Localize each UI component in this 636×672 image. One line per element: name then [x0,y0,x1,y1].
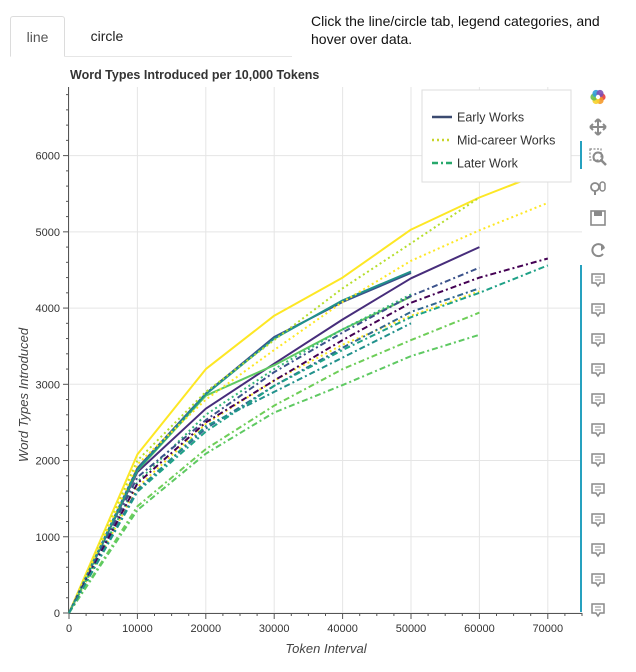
y-tick-label: 4000 [36,303,60,315]
y-tick-label: 0 [54,608,60,620]
tab-circle[interactable]: circle [90,28,124,44]
hover-icon[interactable] [591,393,605,408]
toolbar-divider [580,265,582,612]
legend-box [421,89,572,183]
chart: 0 10000 20000 30000 40000 50000 60000 70000 0 100… [16,68,607,656]
tab-line[interactable]: line [10,16,65,57]
x-tick-label: 10000 [122,623,153,635]
hover-icon[interactable] [591,483,605,498]
legend: Early Works Mid-career Works Later Work [421,89,572,183]
series-line-13[interactable] [68,264,549,614]
legend-item-label[interactable]: Mid-career Works [457,134,555,148]
x-tick-label: 20000 [191,623,222,635]
series-group[interactable] [68,169,549,614]
legend-item-label[interactable]: Later Work [457,157,519,171]
reset-icon[interactable] [591,243,605,258]
instructions-text: Click the line/circle tab, legend catego… [311,13,600,47]
y-tick-label: 5000 [36,227,60,239]
x-tick-label: 60000 [464,623,495,635]
y-tick-label: 1000 [36,532,60,544]
series-line-11[interactable] [68,257,549,614]
hover-icon[interactable] [591,543,605,558]
hover-icon[interactable] [591,273,605,288]
series-line-4[interactable] [68,295,412,614]
hover-icon[interactable] [591,603,605,618]
series-line-10[interactable] [68,266,480,614]
chart-title: Word Types Introduced per 10,000 Tokens [70,68,319,82]
toolbar [589,89,607,618]
wheel-zoom-icon[interactable] [590,181,606,195]
x-tick-label: 70000 [533,623,564,635]
tab-bar: line circle [10,16,292,57]
x-tick-label: 40000 [327,623,358,635]
x-tick-label: 50000 [396,623,427,635]
x-tick-label: 30000 [259,623,290,635]
save-icon[interactable] [590,210,606,226]
pan-icon[interactable] [589,118,607,136]
series-line-16[interactable] [68,322,412,614]
hover-icon[interactable] [591,303,605,318]
hover-icon[interactable] [591,423,605,438]
bokeh-logo-icon[interactable] [590,89,606,105]
hover-icon[interactable] [591,513,605,528]
hover-icon[interactable] [591,333,605,348]
x-axis-label: Token Interval [285,641,367,656]
hover-icon[interactable] [591,453,605,468]
series-line-1[interactable] [68,169,549,614]
grid [68,87,582,614]
y-tick-label: 6000 [36,151,60,163]
box-zoom-icon[interactable] [589,148,607,166]
hover-icon[interactable] [591,363,605,378]
axes: 0 10000 20000 30000 40000 50000 60000 70000 0 100… [36,87,583,635]
series-line-14[interactable] [68,311,480,614]
series-line-7[interactable] [68,201,549,614]
logo-center [595,94,601,100]
y-tick-label: 3000 [36,379,60,391]
legend-item-label[interactable]: Early Works [457,111,524,125]
y-axis-label: Word Types Introduced [16,327,31,462]
x-tick-label: 0 [66,623,72,635]
hover-icon[interactable] [591,573,605,588]
y-tick-label: 2000 [36,456,60,468]
toolbar-divider [580,141,582,169]
